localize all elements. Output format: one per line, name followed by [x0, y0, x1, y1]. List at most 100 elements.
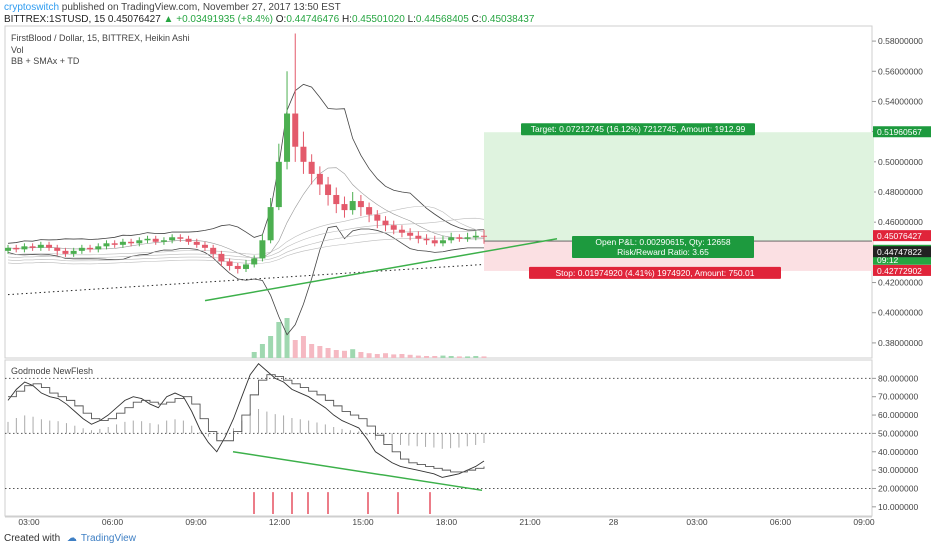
time-tick-label: 15:00	[352, 517, 374, 527]
indicator-tick-label: 80.000000	[878, 373, 918, 383]
symbol-label: BITTREX:1STUSD, 15	[4, 14, 106, 25]
tradingview-brand[interactable]: TradingView	[80, 533, 136, 544]
author-link[interactable]: cryptoswitch	[4, 2, 60, 13]
volume-bar	[292, 340, 298, 358]
time-tick-label: 28	[609, 517, 619, 527]
bb-lower-band	[7, 225, 485, 336]
candle-body	[54, 247, 61, 251]
volume-bar	[473, 356, 479, 358]
low-label: L:	[407, 14, 416, 25]
volume-bar	[424, 356, 430, 358]
volume-bar	[251, 352, 257, 358]
volume-bar	[432, 356, 438, 358]
volume-bar	[407, 354, 413, 358]
oscillator-line-signal	[8, 374, 485, 473]
candle-body	[431, 240, 438, 244]
candle-body	[37, 244, 44, 248]
volume-bar	[325, 348, 331, 358]
candle-body	[5, 247, 11, 251]
price-tick-label: 0.54000000	[878, 96, 923, 106]
indicator-tick-label: 60.000000	[878, 410, 918, 420]
price-tag: 09:12	[877, 255, 899, 265]
volume-bar	[448, 356, 454, 358]
candle-body	[366, 207, 373, 215]
volume-bar	[259, 344, 265, 358]
bb-legend: BB + SMAx + TD	[11, 56, 80, 66]
change-up-icon: ▲	[163, 14, 174, 25]
candle-body	[415, 235, 422, 239]
price-tag-box	[873, 264, 931, 276]
candle-body	[267, 207, 274, 241]
pnl-label-box	[572, 236, 754, 259]
indicator-tick-label: 40.000000	[878, 447, 918, 457]
candle-body	[259, 240, 266, 259]
volume-bar	[284, 318, 290, 358]
volume-bar	[481, 356, 487, 358]
time-tick-label: 03:00	[686, 517, 708, 527]
price-tag-box	[873, 126, 931, 138]
candle-body	[218, 253, 225, 262]
volume-bar	[366, 353, 372, 358]
divergence-trendline	[232, 451, 483, 492]
candle-body	[78, 247, 85, 251]
sma-line	[7, 217, 485, 259]
bb-basis	[7, 167, 485, 259]
created-with-text: Created with	[4, 533, 61, 544]
candle-body	[46, 244, 53, 248]
candle-body	[29, 246, 36, 248]
publish-info: cryptoswitch published on TradingView.co…	[4, 2, 341, 13]
candle-body	[95, 246, 102, 250]
candle-body	[13, 247, 20, 250]
time-tick-label: 06:00	[102, 517, 124, 527]
volume-bar	[391, 354, 397, 358]
sma-line	[7, 205, 485, 256]
price-tick-label: 0.40000000	[878, 308, 923, 318]
candle-body	[374, 214, 381, 221]
open-value: 0.44746476	[286, 14, 340, 25]
candle-body	[464, 237, 471, 239]
candle-body	[308, 161, 315, 174]
trendline	[204, 238, 558, 302]
price-tick-label: 0.56000000	[878, 66, 923, 76]
candle-body	[398, 229, 405, 233]
candle-body	[144, 238, 151, 241]
price-tag: 0.44747822	[877, 247, 922, 257]
candle-body	[300, 146, 307, 162]
candle-body	[160, 240, 167, 242]
candle-body	[456, 237, 463, 239]
high-value: 0.45501020	[351, 14, 405, 25]
candle-body	[185, 238, 192, 242]
candle-body	[243, 264, 249, 269]
volume-bar	[268, 336, 274, 358]
high-label: H:	[341, 14, 352, 25]
price-tick-label: 0.38000000	[878, 338, 923, 348]
indicator-tick-label: 50.000000	[878, 428, 918, 438]
volume-bar	[456, 356, 462, 358]
price-tag-box	[873, 246, 931, 258]
last-price: 0.45076427	[107, 14, 161, 25]
indicator-tick-label: 70.000000	[878, 392, 918, 402]
price-tick-label: 0.42000000	[878, 278, 923, 288]
candle-body	[234, 265, 241, 269]
price-tick-label: 0.58000000	[878, 36, 923, 46]
price-tag-box	[873, 230, 931, 242]
volume-bar	[300, 336, 306, 358]
candle-body	[201, 244, 208, 248]
volume-bar	[383, 353, 389, 358]
target-zone	[484, 132, 874, 242]
candle-body	[210, 247, 217, 254]
candle-body	[136, 240, 143, 244]
time-tick-label: 21:00	[519, 517, 541, 527]
candle-body	[333, 195, 340, 205]
time-tick-label: 06:00	[770, 517, 792, 527]
candle-body	[62, 250, 69, 254]
candle-body	[357, 201, 364, 208]
candle-body	[382, 220, 389, 226]
candle-body	[316, 173, 323, 185]
low-value: 0.44568405	[415, 14, 469, 25]
indicator-tick-label: 20.000000	[878, 483, 918, 493]
candle-body	[423, 238, 430, 241]
candle-body	[103, 243, 110, 247]
bb-upper-band	[7, 83, 485, 244]
